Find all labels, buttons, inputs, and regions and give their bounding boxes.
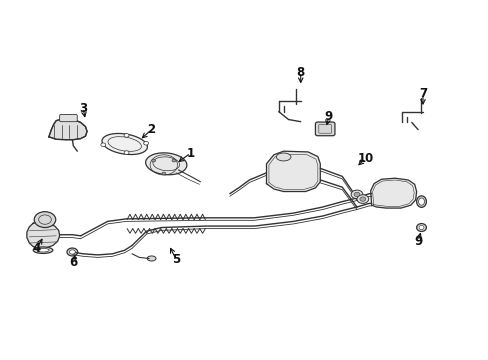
Text: 9: 9 xyxy=(413,235,421,248)
Text: 9: 9 xyxy=(324,111,332,123)
Circle shape xyxy=(350,190,362,199)
Ellipse shape xyxy=(147,256,156,261)
Text: 10: 10 xyxy=(357,152,373,165)
Ellipse shape xyxy=(416,224,426,231)
Ellipse shape xyxy=(33,247,53,253)
Polygon shape xyxy=(49,119,87,140)
Ellipse shape xyxy=(145,153,186,175)
Text: 5: 5 xyxy=(172,253,180,266)
Ellipse shape xyxy=(102,134,147,154)
Circle shape xyxy=(162,172,165,175)
Circle shape xyxy=(356,195,368,203)
Text: 7: 7 xyxy=(418,87,426,100)
FancyBboxPatch shape xyxy=(315,122,334,136)
Circle shape xyxy=(359,197,365,201)
Circle shape xyxy=(34,212,56,228)
Ellipse shape xyxy=(276,153,290,161)
Polygon shape xyxy=(370,178,416,208)
Ellipse shape xyxy=(37,248,49,252)
Ellipse shape xyxy=(69,250,75,254)
Circle shape xyxy=(124,134,129,137)
Ellipse shape xyxy=(416,196,426,207)
Circle shape xyxy=(151,159,155,162)
Text: 2: 2 xyxy=(147,123,155,136)
Circle shape xyxy=(101,143,105,147)
Ellipse shape xyxy=(418,225,423,230)
Polygon shape xyxy=(266,151,320,192)
Text: 1: 1 xyxy=(186,147,194,159)
Text: 3: 3 xyxy=(79,102,87,114)
Text: 6: 6 xyxy=(69,256,77,269)
Text: 4: 4 xyxy=(33,242,41,255)
FancyBboxPatch shape xyxy=(60,114,77,122)
Ellipse shape xyxy=(67,248,78,256)
Text: 8: 8 xyxy=(296,66,304,78)
Circle shape xyxy=(353,192,359,197)
Polygon shape xyxy=(27,222,60,248)
Circle shape xyxy=(124,151,129,154)
Ellipse shape xyxy=(418,198,424,205)
Circle shape xyxy=(143,141,148,145)
Circle shape xyxy=(172,159,176,162)
